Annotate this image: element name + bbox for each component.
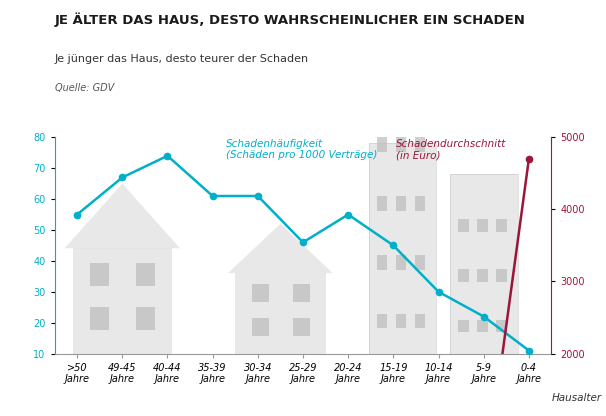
- Text: Hausalter: Hausalter: [551, 393, 602, 403]
- Bar: [496, 269, 507, 282]
- Bar: [368, 144, 436, 354]
- Bar: [477, 269, 488, 282]
- Bar: [377, 137, 387, 152]
- Bar: [368, 144, 436, 354]
- Polygon shape: [228, 224, 333, 273]
- Bar: [377, 196, 387, 211]
- Bar: [496, 219, 507, 232]
- Bar: [251, 318, 268, 336]
- Bar: [477, 319, 488, 332]
- Bar: [396, 314, 407, 328]
- Bar: [90, 307, 109, 330]
- Bar: [496, 319, 507, 332]
- Bar: [293, 285, 310, 302]
- Bar: [477, 219, 488, 232]
- Bar: [415, 255, 425, 270]
- Bar: [450, 174, 518, 354]
- Text: Schadenhäufigkeit
(Schäden pro 1000 Verträge): Schadenhäufigkeit (Schäden pro 1000 Vert…: [226, 139, 378, 161]
- Bar: [136, 263, 155, 286]
- Bar: [458, 319, 469, 332]
- Bar: [396, 137, 407, 152]
- Text: JE ÄLTER DAS HAUS, DESTO WAHRSCHEINLICHER EIN SCHADEN: JE ÄLTER DAS HAUS, DESTO WAHRSCHEINLICHE…: [55, 12, 525, 27]
- Bar: [415, 137, 425, 152]
- Polygon shape: [65, 183, 180, 248]
- Bar: [458, 269, 469, 282]
- Bar: [377, 255, 387, 270]
- Bar: [415, 196, 425, 211]
- Bar: [235, 273, 325, 354]
- Bar: [377, 314, 387, 328]
- Bar: [73, 248, 172, 354]
- Bar: [396, 196, 407, 211]
- Text: Quelle: GDV: Quelle: GDV: [55, 83, 114, 93]
- Bar: [450, 174, 518, 354]
- Bar: [251, 285, 268, 302]
- Text: Schadendurchschnitt
(in Euro): Schadendurchschnitt (in Euro): [396, 139, 506, 161]
- Bar: [415, 314, 425, 328]
- Bar: [396, 255, 407, 270]
- Bar: [136, 307, 155, 330]
- Bar: [458, 219, 469, 232]
- Text: Je jünger das Haus, desto teurer der Schaden: Je jünger das Haus, desto teurer der Sch…: [55, 54, 308, 64]
- Bar: [90, 263, 109, 286]
- Bar: [293, 318, 310, 336]
